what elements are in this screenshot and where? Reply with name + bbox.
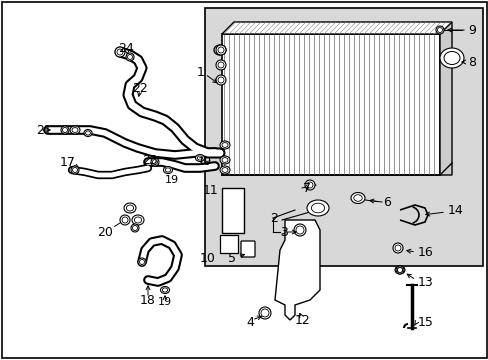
Circle shape bbox=[126, 53, 134, 61]
Circle shape bbox=[62, 127, 67, 132]
Circle shape bbox=[151, 158, 159, 166]
Ellipse shape bbox=[134, 217, 142, 223]
Ellipse shape bbox=[126, 205, 133, 211]
Circle shape bbox=[394, 245, 400, 251]
Circle shape bbox=[218, 77, 224, 83]
Ellipse shape bbox=[84, 130, 92, 136]
Text: 21: 21 bbox=[36, 123, 52, 136]
Circle shape bbox=[397, 267, 402, 273]
Ellipse shape bbox=[306, 200, 328, 216]
Circle shape bbox=[392, 243, 402, 253]
Ellipse shape bbox=[353, 195, 362, 201]
Ellipse shape bbox=[132, 215, 143, 225]
Text: 7: 7 bbox=[303, 181, 310, 194]
Polygon shape bbox=[439, 22, 451, 175]
Ellipse shape bbox=[195, 154, 204, 162]
Ellipse shape bbox=[197, 156, 203, 160]
Polygon shape bbox=[274, 220, 319, 320]
Ellipse shape bbox=[220, 166, 229, 174]
Text: 10: 10 bbox=[200, 252, 216, 265]
Text: 4: 4 bbox=[245, 315, 253, 328]
Text: 3: 3 bbox=[280, 225, 287, 239]
Text: 12: 12 bbox=[295, 314, 310, 327]
Ellipse shape bbox=[160, 287, 169, 293]
Circle shape bbox=[216, 75, 225, 85]
Bar bbox=[204, 8, 482, 266]
Text: 9: 9 bbox=[467, 23, 475, 36]
Circle shape bbox=[72, 167, 77, 172]
Text: 8: 8 bbox=[467, 55, 475, 68]
Circle shape bbox=[435, 26, 443, 34]
Bar bbox=[220, 235, 238, 253]
Ellipse shape bbox=[214, 45, 225, 55]
Ellipse shape bbox=[394, 266, 404, 274]
Text: 17: 17 bbox=[60, 156, 76, 168]
Ellipse shape bbox=[124, 203, 136, 213]
Circle shape bbox=[138, 258, 146, 266]
Text: 11: 11 bbox=[202, 184, 218, 197]
Circle shape bbox=[61, 126, 69, 134]
Text: 14: 14 bbox=[447, 203, 463, 216]
Circle shape bbox=[132, 225, 137, 230]
Text: 13: 13 bbox=[417, 275, 433, 288]
Ellipse shape bbox=[222, 143, 227, 147]
Circle shape bbox=[261, 309, 268, 317]
Text: 19: 19 bbox=[158, 297, 172, 307]
Circle shape bbox=[117, 49, 123, 55]
Circle shape bbox=[437, 27, 442, 32]
Text: 23: 23 bbox=[142, 153, 158, 166]
Text: 19: 19 bbox=[164, 175, 179, 185]
Text: 24: 24 bbox=[118, 41, 134, 54]
Circle shape bbox=[216, 45, 225, 55]
Text: 19: 19 bbox=[198, 157, 212, 167]
Circle shape bbox=[139, 260, 144, 265]
Ellipse shape bbox=[311, 203, 324, 213]
Ellipse shape bbox=[222, 168, 227, 172]
Circle shape bbox=[127, 54, 132, 59]
Circle shape bbox=[218, 62, 224, 68]
Text: 15: 15 bbox=[417, 315, 433, 328]
Circle shape bbox=[218, 47, 224, 53]
Ellipse shape bbox=[165, 168, 170, 172]
Ellipse shape bbox=[162, 288, 167, 292]
Ellipse shape bbox=[350, 193, 364, 203]
Ellipse shape bbox=[70, 126, 80, 134]
Ellipse shape bbox=[439, 48, 463, 68]
Ellipse shape bbox=[72, 127, 78, 132]
Ellipse shape bbox=[443, 51, 459, 64]
Ellipse shape bbox=[163, 166, 172, 174]
Polygon shape bbox=[222, 22, 451, 34]
Text: 18: 18 bbox=[140, 293, 156, 306]
Text: 6: 6 bbox=[382, 195, 390, 208]
Circle shape bbox=[305, 180, 314, 190]
Circle shape bbox=[152, 159, 157, 165]
Text: 16: 16 bbox=[417, 246, 433, 258]
Circle shape bbox=[120, 215, 130, 225]
Circle shape bbox=[71, 166, 79, 174]
Text: 22: 22 bbox=[132, 81, 147, 95]
FancyBboxPatch shape bbox=[241, 241, 254, 257]
Bar bbox=[222, 34, 439, 175]
Ellipse shape bbox=[220, 141, 229, 149]
Ellipse shape bbox=[396, 267, 402, 273]
Circle shape bbox=[115, 47, 125, 57]
Circle shape bbox=[216, 60, 225, 70]
Ellipse shape bbox=[220, 156, 229, 164]
Text: 5: 5 bbox=[227, 252, 236, 265]
Circle shape bbox=[131, 224, 139, 232]
Circle shape bbox=[395, 266, 403, 274]
Text: 20: 20 bbox=[97, 225, 113, 239]
Ellipse shape bbox=[85, 131, 90, 135]
Circle shape bbox=[259, 307, 270, 319]
Text: 2: 2 bbox=[269, 212, 277, 225]
Circle shape bbox=[293, 224, 305, 236]
Ellipse shape bbox=[222, 158, 227, 162]
Circle shape bbox=[306, 182, 312, 188]
Ellipse shape bbox=[444, 52, 458, 64]
Bar bbox=[222, 188, 244, 233]
Circle shape bbox=[122, 217, 128, 223]
Circle shape bbox=[295, 226, 304, 234]
Text: 1: 1 bbox=[197, 66, 204, 78]
